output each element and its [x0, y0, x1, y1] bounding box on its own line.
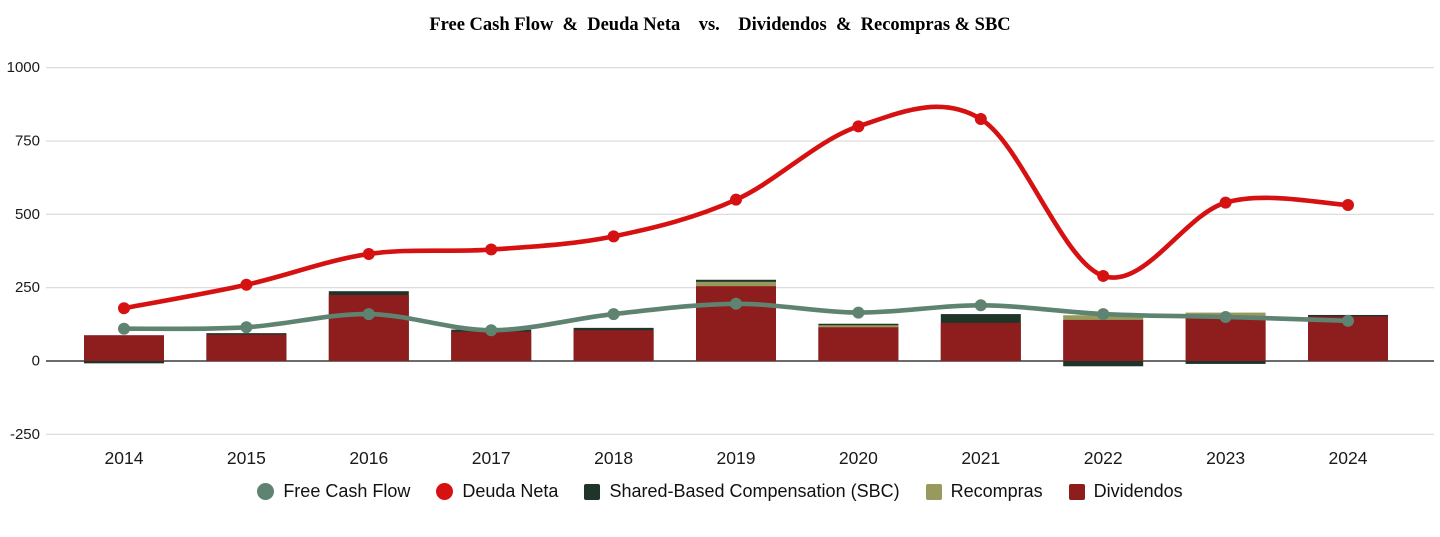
legend-marker-shared-based-compensation-sbc-square-icon	[584, 483, 601, 500]
point-deuda-neta-2022	[1097, 269, 1110, 282]
point-free-cash-flow-2018	[607, 308, 620, 321]
chart-title: Free Cash Flow & Deuda Neta vs. Dividend…	[429, 15, 1011, 35]
point-free-cash-flow-2015	[240, 321, 253, 334]
point-deuda-neta-2016	[362, 247, 375, 260]
legend-item-free-cash-flow: Free Cash Flow	[257, 481, 410, 502]
legend-item-dividendos: Dividendos	[1068, 481, 1183, 502]
y-tick-label: 500	[15, 206, 40, 223]
point-free-cash-flow-2019	[730, 297, 742, 310]
x-tick-label-2016: 2016	[349, 448, 388, 468]
bar-shared-based-compensation-sbc-2022	[1063, 361, 1144, 367]
legend-marker-deuda-neta-circle-icon	[436, 483, 454, 500]
point-deuda-neta-2021	[974, 113, 987, 126]
bar-shared-based-compensation-sbc-2023	[1185, 361, 1266, 364]
point-deuda-neta-2018	[607, 230, 620, 243]
line-deuda-neta	[121, 104, 1351, 311]
x-tick-label-2020: 2020	[839, 448, 878, 468]
point-deuda-neta-2023	[1219, 196, 1232, 209]
point-free-cash-flow-2024	[1342, 314, 1354, 327]
point-deuda-neta-2024	[1342, 198, 1354, 211]
chart-legend: Free Cash Flow Deuda Neta Shared-Based Com…	[0, 481, 1440, 502]
bar-dividendos-2014	[84, 335, 164, 361]
bar-dividendos-2017	[451, 331, 532, 361]
bar-shared-based-compensation-sbc-2014	[84, 361, 164, 364]
legend-marker-free-cash-flow-circle-icon	[257, 483, 275, 500]
point-free-cash-flow-2023	[1219, 311, 1232, 324]
point-free-cash-flow-2014	[118, 322, 130, 335]
legend-marker-recompras-square-icon	[925, 483, 942, 500]
bar-dividendos-2023	[1185, 317, 1266, 361]
bar-dividendos-2021	[940, 322, 1021, 361]
point-deuda-neta-2014	[118, 302, 130, 315]
y-tick-label: 750	[15, 133, 40, 150]
x-tick-label-2021: 2021	[961, 448, 1000, 468]
bar-dividendos-2018	[573, 330, 654, 361]
legend-item-shared-based-compensation-sbc: Shared-Based Compensation (SBC)	[584, 481, 900, 502]
bar-dividendos-2020	[818, 327, 899, 361]
y-tick-label: -250	[10, 426, 40, 443]
point-free-cash-flow-2022	[1097, 308, 1110, 321]
bar-dividendos-2016	[328, 295, 409, 361]
y-tick-label: 250	[15, 279, 40, 296]
legend-label: Recompras	[950, 481, 1043, 501]
point-free-cash-flow-2017	[485, 324, 498, 337]
bar-dividendos-2022	[1063, 319, 1144, 361]
point-deuda-neta-2020	[852, 120, 865, 133]
x-tick-label-2024: 2024	[1329, 448, 1368, 468]
x-tick-label-2022: 2022	[1084, 448, 1123, 468]
legend-item-recompras: Recompras	[925, 481, 1043, 502]
point-deuda-neta-2019	[730, 193, 742, 206]
y-tick-label: 0	[32, 353, 40, 370]
bar-dividendos-2015	[206, 334, 287, 361]
legend-label: Dividendos	[1093, 481, 1183, 501]
point-free-cash-flow-2020	[852, 306, 865, 319]
legend-label: Deuda Neta	[462, 481, 559, 501]
bar-dividendos-2019	[696, 286, 776, 361]
legend-marker-dividendos-square-icon	[1068, 483, 1085, 500]
x-tick-label-2023: 2023	[1206, 448, 1245, 468]
chart-canvas: 1000 750 500 250 0 -250 2014 2015 2016 2017 2018 20…	[7, 59, 1434, 468]
legend-label: Free Cash Flow	[283, 481, 411, 501]
legend-item-deuda-neta: Deuda Neta	[436, 481, 558, 502]
x-tick-label-2018: 2018	[594, 448, 633, 468]
y-tick-label: 1000	[7, 59, 40, 76]
x-tick-label-2014: 2014	[105, 448, 144, 468]
x-tick-label-2017: 2017	[472, 448, 511, 468]
x-tick-label-2015: 2015	[227, 448, 266, 468]
x-tick-label-2019: 2019	[717, 448, 756, 468]
point-free-cash-flow-2021	[974, 299, 987, 312]
point-free-cash-flow-2016	[362, 308, 375, 321]
legend-label: Shared-Based Compensation (SBC)	[609, 481, 900, 501]
point-deuda-neta-2017	[485, 243, 498, 256]
point-deuda-neta-2015	[240, 278, 253, 291]
